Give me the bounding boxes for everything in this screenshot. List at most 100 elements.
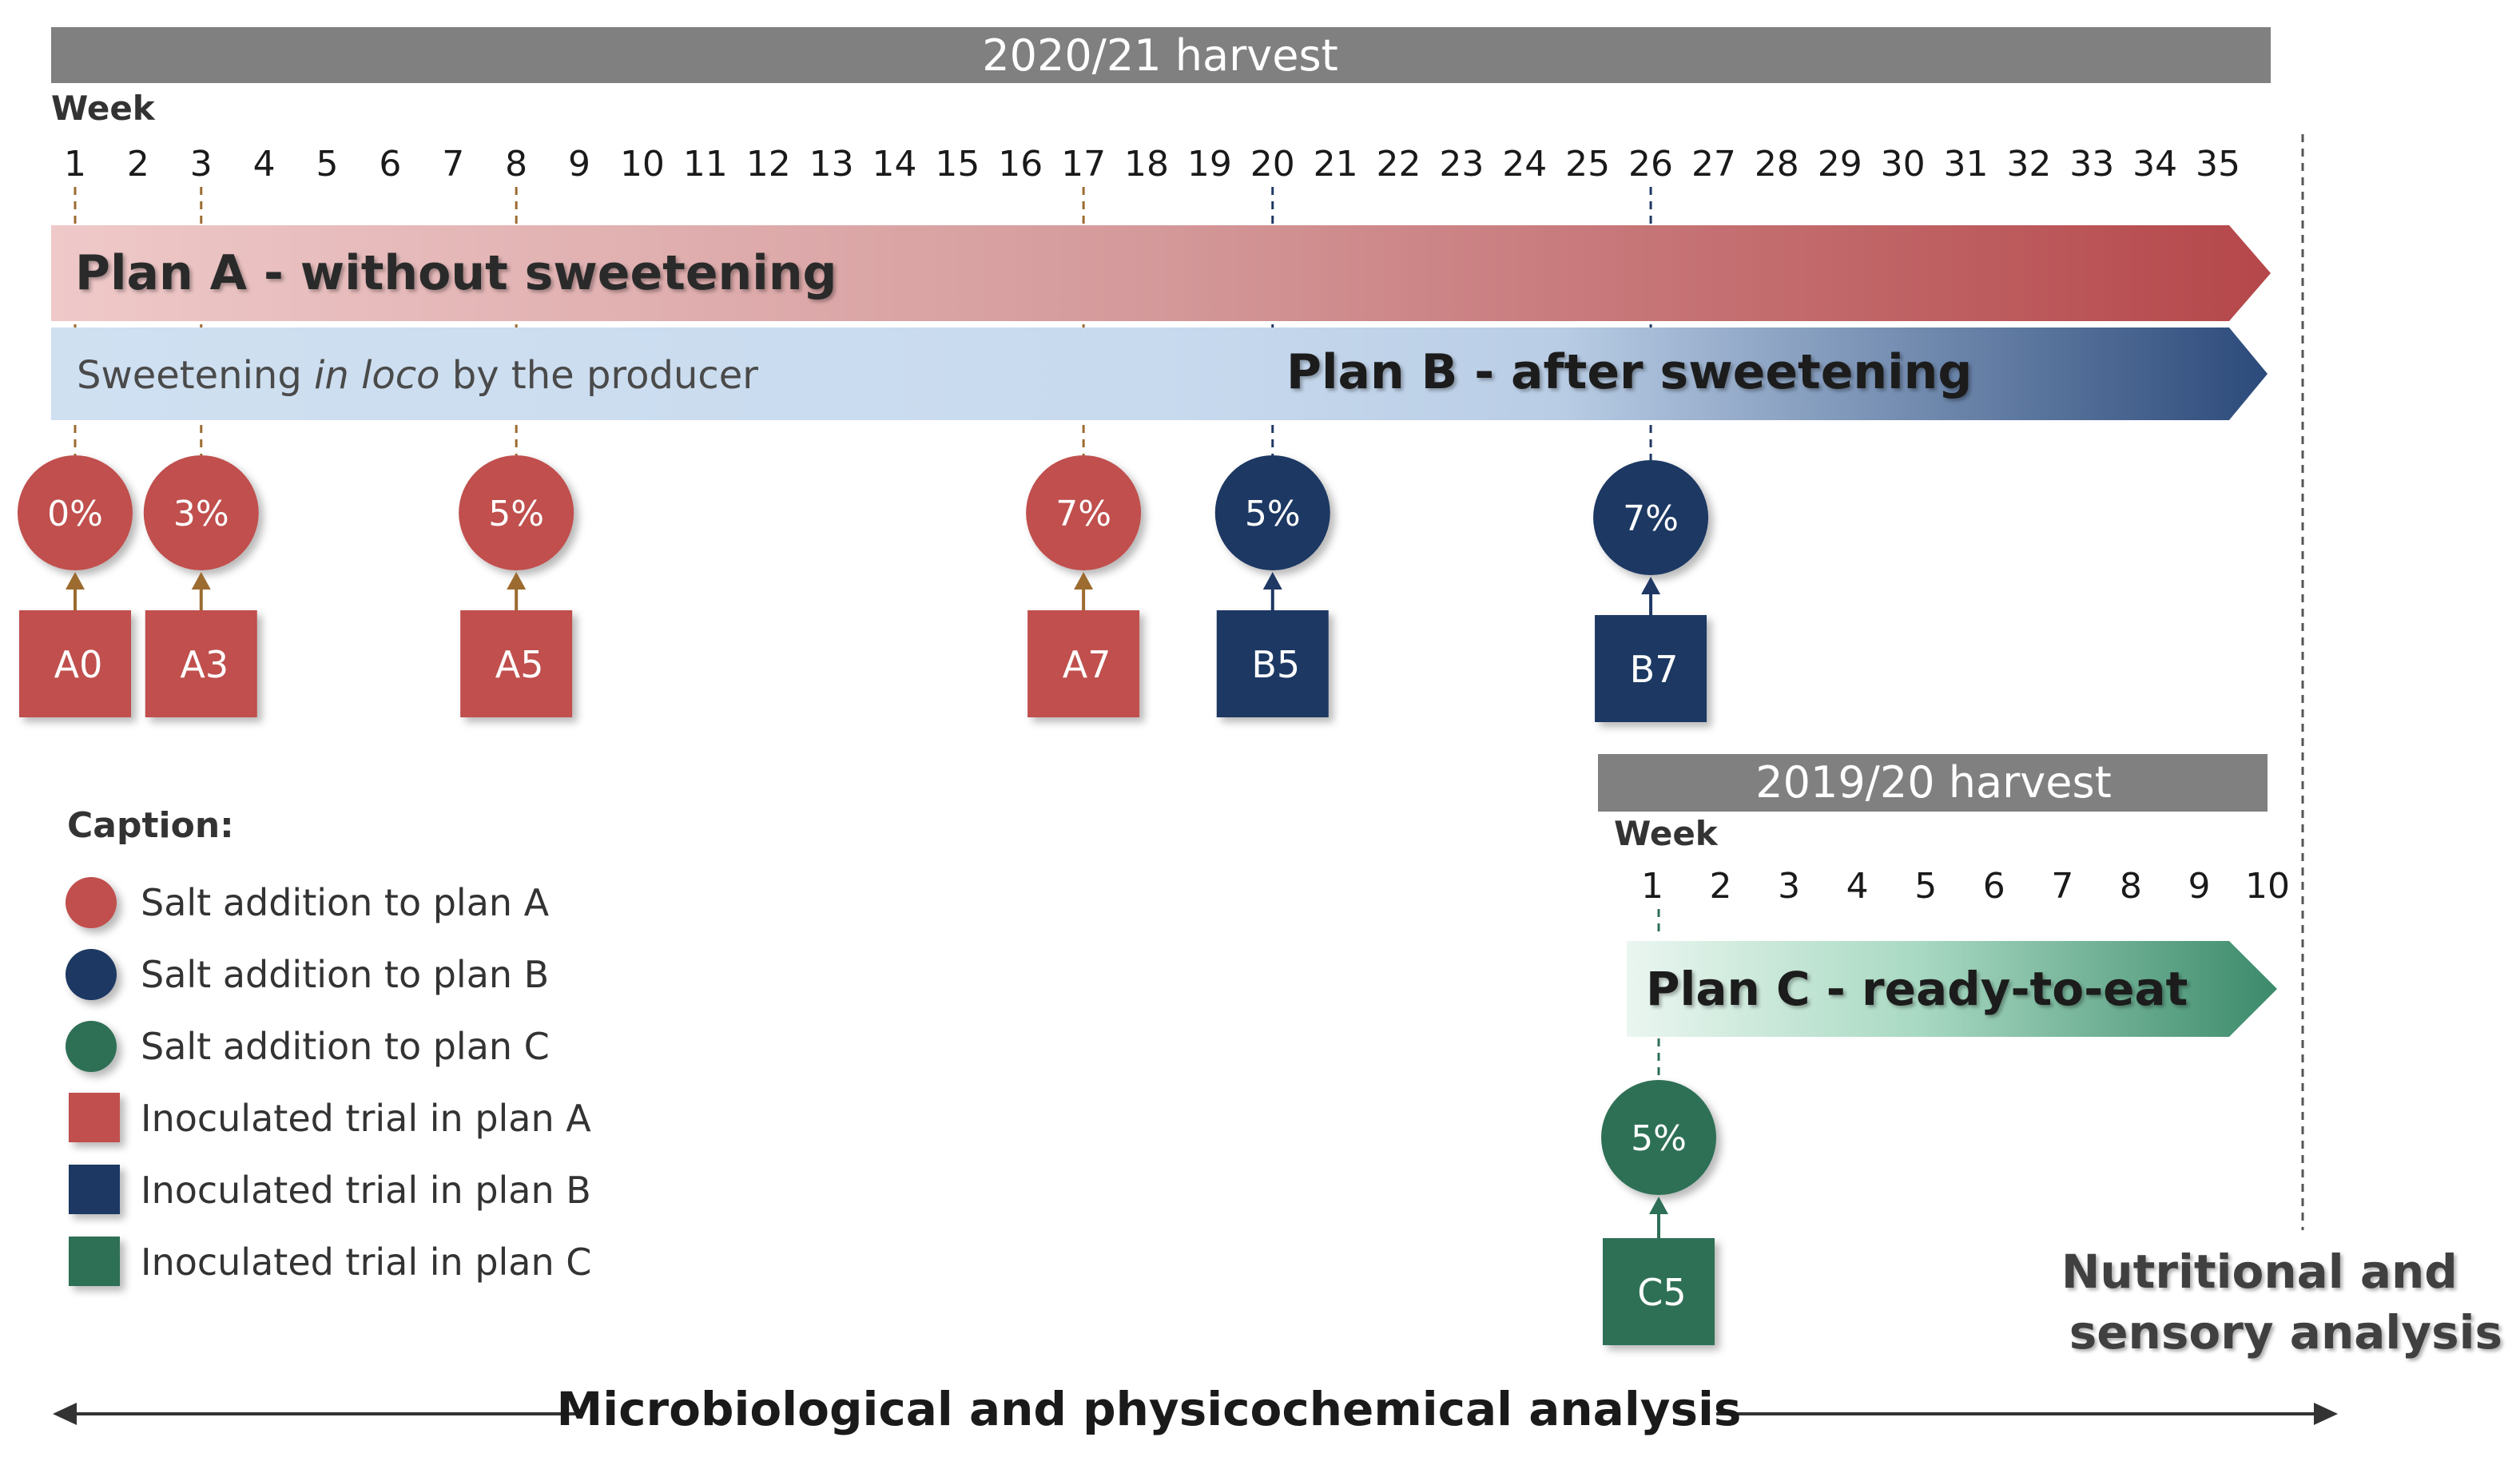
salt-event-c5: 5% C5: [1601, 1080, 1716, 1345]
main-week-ticks: 1 2 3 4 5 6 7 8 9 10 11 12 13 14 15 16 17 18 19 20 21 22 23 24 2…: [64, 144, 2240, 185]
arrow-left-head-icon: [53, 1403, 77, 1425]
trial-square-icon: [1027, 610, 1140, 717]
week-tick-label: 14: [872, 144, 916, 185]
salt-percent-label: 7%: [1623, 498, 1679, 539]
caption-circle-icon: [66, 949, 117, 1000]
week-tick-label: 27: [1691, 144, 1736, 185]
week-tick-label: 35: [2196, 144, 2240, 185]
plan-b-note-italic: in loco: [314, 353, 439, 398]
caption-item: Inoculated trial in plan B: [69, 1165, 591, 1214]
salt-percent-label: 5%: [1631, 1118, 1687, 1159]
caption-square-icon: [69, 1237, 120, 1286]
second-harvest-bar: [1598, 754, 2268, 812]
second-week-label: Week: [1614, 814, 1719, 853]
salt-event-b5: 5% B5: [1214, 455, 1330, 717]
main-harvest-label: 2020/21 harvest: [982, 30, 1338, 81]
week-tick-label: 2: [1710, 866, 1732, 907]
caption-item-label: Inoculated trial in plan C: [141, 1241, 591, 1284]
nutritional-analysis-label: Nutritional and sensory analysis: [2061, 1245, 2502, 1360]
plan-a-label: Plan A - without sweetening: [75, 245, 837, 301]
caption-item: Salt addition to plan B: [66, 949, 549, 1000]
caption-title: Caption:: [67, 805, 234, 846]
week-tick-label: 16: [998, 144, 1043, 185]
trial-arrow-head-icon: [66, 572, 85, 590]
trial-label: C5: [1637, 1271, 1686, 1314]
week-tick-label: 33: [2069, 144, 2114, 185]
nutritional-line-2: sensory analysis: [2069, 1305, 2502, 1360]
plan-b-note-suffix: by the producer: [440, 353, 759, 398]
trial-square-icon: [1603, 1238, 1715, 1345]
caption-circle-icon: [66, 1021, 117, 1072]
week-tick-label: 26: [1628, 144, 1673, 185]
trial-label: A7: [1063, 643, 1111, 686]
week-tick-label: 9: [2188, 866, 2210, 907]
plan-a-arrow: [51, 225, 2271, 321]
trial-arrow-head-icon: [507, 572, 527, 590]
main-harvest-bar: [51, 27, 2271, 83]
salt-percent-label: 0%: [47, 494, 103, 534]
trial-arrow-head-icon: [1262, 572, 1282, 590]
caption-item: Salt addition to plan A: [66, 877, 550, 928]
salt-event-a0: 0% A0: [18, 455, 133, 717]
week-tick-label: 6: [1983, 866, 2005, 907]
week-tick-label: 29: [1818, 144, 1862, 185]
week-tick-label: 3: [1778, 866, 1800, 907]
week-tick-label: 5: [1914, 866, 1937, 907]
trial-label: A0: [54, 643, 103, 686]
caption-item-label: Salt addition to plan B: [141, 953, 549, 996]
plan-c-arrow: [1627, 941, 2277, 1037]
salt-event-a5: 5% A5: [459, 455, 574, 717]
caption-item-label: Salt addition to plan C: [141, 1025, 550, 1068]
week-tick-label: 5: [316, 144, 339, 185]
trial-label: A5: [495, 643, 544, 686]
caption-item: Inoculated trial in plan A: [69, 1093, 591, 1142]
week-tick-label: 3: [190, 144, 213, 185]
caption-item-label: Inoculated trial in plan B: [141, 1169, 591, 1212]
caption-square-icon: [69, 1093, 120, 1142]
plan-b-note-prefix: Sweetening: [77, 353, 314, 398]
week-tick-label: 7: [442, 144, 464, 185]
week-tick-label: 25: [1565, 144, 1610, 185]
trial-label: B7: [1630, 648, 1679, 691]
caption-item-label: Inoculated trial in plan A: [141, 1097, 591, 1140]
plan-c-label: Plan C - ready-to-eat: [1646, 962, 2188, 1016]
week-tick-label: 21: [1314, 144, 1358, 185]
salt-percent-label: 3%: [173, 494, 229, 534]
salt-percent-label: 7%: [1055, 494, 1111, 534]
plan-c-event: 5% C5: [1601, 909, 1716, 1345]
salt-percent-label: 5%: [1245, 494, 1301, 534]
salt-circle-icon: [1026, 455, 1142, 570]
week-tick-label: 12: [746, 144, 791, 185]
salt-circle-icon: [1593, 460, 1709, 575]
week-tick-label: 1: [1641, 866, 1663, 907]
week-tick-label: 13: [809, 144, 854, 185]
week-tick-label: 4: [253, 144, 276, 185]
plan-b-sweetening-note: Sweetening in loco by the producer: [77, 353, 758, 398]
week-tick-label: 6: [379, 144, 401, 185]
week-tick-label: 8: [2120, 866, 2142, 907]
salt-percent-label: 5%: [488, 494, 544, 534]
trial-label: A3: [180, 643, 229, 686]
caption-square-icon: [69, 1165, 120, 1214]
week-tick-label: 18: [1124, 144, 1169, 185]
trial-label: B5: [1251, 643, 1300, 686]
week-tick-label: 20: [1250, 144, 1295, 185]
caption-circle-icon: [66, 877, 117, 928]
week-tick-label: 28: [1755, 144, 1799, 185]
caption-item: Inoculated trial in plan C: [69, 1237, 591, 1286]
week-tick-label: 2: [127, 144, 149, 185]
second-week-ticks: 1 2 3 4 5 6 7 8 9 10: [1641, 866, 2290, 907]
week-tick-label: 1: [64, 144, 86, 185]
week-tick-label: 17: [1061, 144, 1106, 185]
salt-event-a7: 7% A7: [1026, 455, 1142, 717]
week-tick-label: 30: [1881, 144, 1926, 185]
plan-b-arrow: [51, 328, 2268, 420]
salt-event-a3: 3% A3: [143, 455, 259, 717]
week-tick-label: 31: [1943, 144, 1988, 185]
week-tick-label: 24: [1502, 144, 1547, 185]
week-tick-label: 9: [568, 144, 590, 185]
trial-square-icon: [1216, 610, 1329, 717]
trial-square-icon: [19, 610, 131, 717]
salt-events: 0% A0 3% A3 5% A5 7% A7 5% B5 7% B7: [18, 455, 1709, 722]
week-tick-label: 22: [1377, 144, 1421, 185]
